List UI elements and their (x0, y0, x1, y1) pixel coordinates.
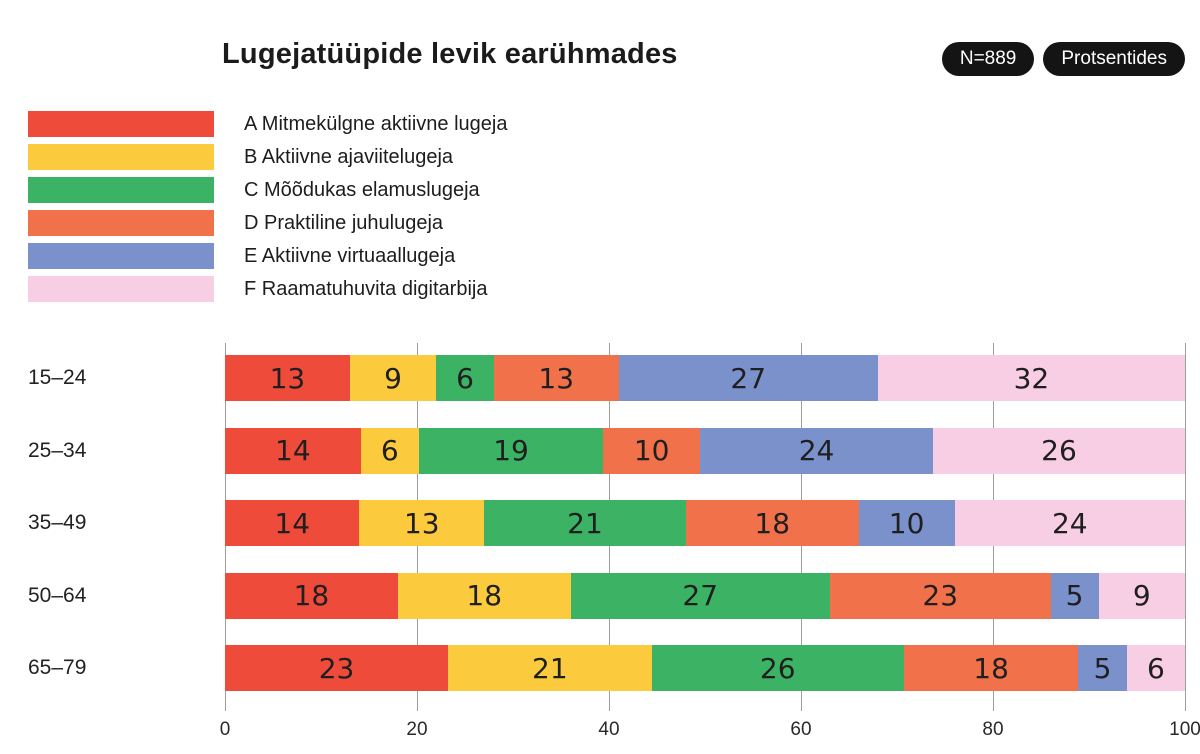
bar-segment-c: 26 (651, 645, 904, 691)
y-axis-label-15–24: 15–24 (28, 366, 87, 389)
bar-segment-f: 32 (877, 355, 1185, 401)
legend-swatch-c (28, 177, 214, 203)
bar-segment-f: 26 (932, 427, 1186, 474)
bar-segment-a: 14 (225, 500, 360, 546)
legend-item-d: D Praktiline juhulugeja (28, 210, 507, 236)
bar-segment-d: 18 (685, 500, 859, 546)
bar-segment-c: 6 (436, 355, 494, 401)
bar-segment-f: 9 (1098, 572, 1185, 619)
x-axis-label-100: 100 (1169, 719, 1200, 740)
sample-size-badge: N=889 (941, 42, 1035, 76)
bar-segment-a: 23 (225, 645, 449, 691)
legend-item-c: C Mõõdukas elamuslugeja (28, 177, 507, 203)
page-title: Lugejatüüpide levik earühmades (222, 38, 678, 70)
bar-segment-d: 10 (603, 427, 701, 474)
legend-label-a: A Mitmekülgne aktiivne lugeja (244, 112, 508, 135)
legend-label-f: F Raamatuhuvita digitarbija (244, 277, 488, 300)
bar-row-25–34: 14 6 19 10 24 26 (225, 427, 1186, 474)
legend-swatch-f (28, 276, 214, 302)
bar-segment-b: 13 (359, 500, 485, 546)
badge-group: N=889 Protsentides (941, 42, 1185, 76)
bar-segment-d: 23 (829, 572, 1051, 619)
bar-row-50–64: 18 18 27 23 5 9 (225, 572, 1185, 619)
legend-item-f: F Raamatuhuvita digitarbija (28, 276, 507, 302)
y-axis-label-65–79: 65–79 (28, 656, 87, 679)
x-axis-label-40: 40 (598, 719, 620, 740)
legend-label-d: D Praktiline juhulugeja (244, 211, 444, 234)
gridline-100 (1184, 343, 1186, 711)
bar-segment-b: 9 (349, 355, 437, 401)
legend-label-e: E Aktiivne virtuaallugeja (244, 244, 456, 267)
bar-segment-b: 6 (360, 427, 419, 474)
bar-segment-e: 5 (1078, 645, 1127, 691)
bar-row-15–24: 13 9 6 13 27 32 (225, 355, 1185, 401)
bar-segment-c: 21 (484, 500, 686, 546)
legend-swatch-b (28, 144, 214, 170)
legend-item-b: B Aktiivne ajaviitelugeja (28, 144, 507, 170)
bar-segment-a: 14 (225, 427, 361, 474)
y-axis-label-25–34: 25–34 (28, 438, 87, 462)
legend: A Mitmekülgne aktiivne lugeja B Aktiivne … (28, 111, 507, 309)
x-axis-label-20: 20 (406, 719, 428, 740)
bar-segment-c: 19 (418, 427, 604, 474)
legend-item-a: A Mitmekülgne aktiivne lugeja (28, 111, 507, 137)
y-axis-label-50–64: 50–64 (28, 583, 87, 607)
plot-area: 13 9 6 13 27 32 14 6 19 10 24 26 14 13 21 18 10 24 18 18 27 2… (224, 343, 1186, 711)
legend-swatch-d (28, 210, 214, 236)
bar-segment-d: 13 (493, 355, 619, 401)
x-axis-label-80: 80 (982, 719, 1004, 740)
bar-segment-e: 5 (1050, 572, 1099, 619)
bar-segment-f: 24 (954, 500, 1185, 546)
legend-label-b: B Aktiivne ajaviitelugeja (244, 145, 454, 168)
bar-segment-c: 27 (570, 572, 830, 619)
bar-segment-b: 21 (448, 645, 652, 691)
bar-segment-e: 24 (700, 427, 933, 474)
bar-segment-e: 10 (858, 500, 955, 546)
legend-swatch-e (28, 243, 214, 269)
bar-segment-a: 18 (225, 572, 398, 619)
legend-label-c: C Mõõdukas elamuslugeja (244, 178, 480, 201)
x-axis-label-60: 60 (790, 719, 812, 740)
bar-segment-a: 13 (225, 355, 350, 401)
y-axis-label-35–49: 35–49 (28, 511, 87, 534)
legend-swatch-a (28, 111, 214, 137)
bar-segment-e: 27 (618, 355, 878, 401)
bar-segment-f: 6 (1126, 645, 1186, 691)
bar-segment-b: 18 (397, 572, 571, 619)
bar-segment-d: 18 (903, 645, 1079, 691)
bar-row-35–49: 14 13 21 18 10 24 (225, 500, 1185, 546)
legend-item-e: E Aktiivne virtuaallugeja (28, 243, 507, 269)
unit-badge: Protsentides (1043, 42, 1185, 76)
bar-row-65–79: 23 21 26 18 5 6 (225, 645, 1186, 691)
x-axis-label-0: 0 (219, 719, 231, 740)
